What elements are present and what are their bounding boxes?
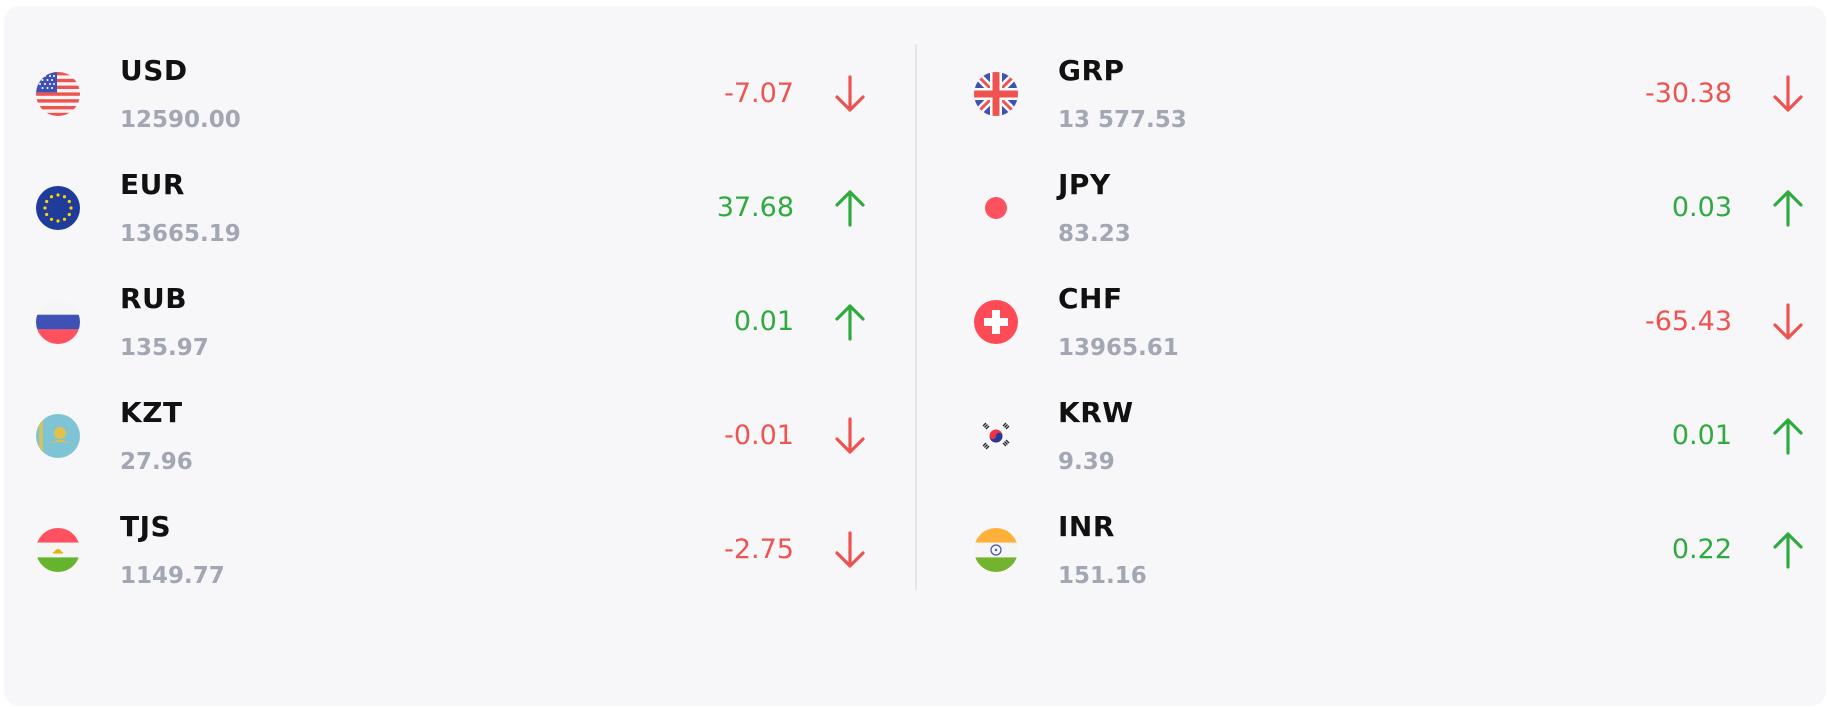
currency-row-grp[interactable]: GRP 13 577.53 -30.38 [968,34,1814,148]
currency-rate: 1149.77 [120,563,225,589]
rate-change: -7.07 [724,78,794,109]
currency-rates-card: USD 12590.00 -7.07 EUR 13665.19 37.68 RUB 135… [4,6,1826,706]
jp-flag-icon [974,186,1018,230]
currency-rate: 13965.61 [1058,335,1179,361]
ru-flag-icon [36,300,80,344]
currency-code: GRP [1058,54,1125,87]
kr-flag-icon [974,414,1018,458]
ch-flag-icon [974,300,1018,344]
currency-rate: 12590.00 [120,107,241,133]
rate-change: -30.38 [1644,78,1732,109]
arrow-down-icon [832,74,868,114]
kz-flag-icon [36,414,80,458]
currency-code: TJS [120,510,172,543]
currency-row-jpy[interactable]: JPY 83.23 0.03 [968,148,1814,262]
currency-row-usd[interactable]: USD 12590.00 -7.07 [30,34,876,148]
arrow-down-icon [832,530,868,570]
us-flag-icon [36,72,80,116]
currency-row-rub[interactable]: RUB 135.97 0.01 [30,262,876,376]
currency-code: KZT [120,396,183,429]
rate-change: 0.01 [1671,420,1732,451]
currency-row-chf[interactable]: CHF 13965.61 -65.43 [968,262,1814,376]
currency-code: USD [120,54,188,87]
currency-column-left: USD 12590.00 -7.07 EUR 13665.19 37.68 RUB 135… [30,34,876,604]
currency-rate: 83.23 [1058,221,1131,247]
in-flag-icon [974,528,1018,572]
rate-change: 0.03 [1671,192,1732,223]
currency-row-inr[interactable]: INR 151.16 0.22 [968,490,1814,604]
column-divider [915,44,917,590]
currency-rate: 9.39 [1058,449,1115,475]
currency-code: RUB [120,282,188,315]
rate-change: 0.01 [733,306,794,337]
rate-change: -0.01 [724,420,794,451]
arrow-up-icon [832,188,868,228]
rate-change: 0.22 [1671,534,1732,565]
currency-rate: 135.97 [120,335,209,361]
arrow-up-icon [1770,530,1806,570]
currency-rate: 27.96 [120,449,193,475]
arrow-down-icon [832,416,868,456]
currency-column-right: GRP 13 577.53 -30.38 JPY 83.23 0.03 CHF 13965… [968,34,1814,604]
currency-rate: 13 577.53 [1058,107,1187,133]
currency-code: CHF [1058,282,1123,315]
arrow-down-icon [1770,74,1806,114]
arrow-up-icon [832,302,868,342]
arrow-down-icon [1770,302,1806,342]
eu-flag-icon [36,186,80,230]
currency-row-tjs[interactable]: TJS 1149.77 -2.75 [30,490,876,604]
currency-row-kzt[interactable]: KZT 27.96 -0.01 [30,376,876,490]
arrow-up-icon [1770,188,1806,228]
currency-row-krw[interactable]: KRW 9.39 0.01 [968,376,1814,490]
arrow-up-icon [1770,416,1806,456]
currency-code: KRW [1058,396,1134,429]
rate-change: -2.75 [724,534,794,565]
rate-change: 37.68 [716,192,794,223]
rate-change: -65.43 [1644,306,1732,337]
currency-rate: 13665.19 [120,221,241,247]
tj-flag-icon [36,528,80,572]
currency-rate: 151.16 [1058,563,1147,589]
currency-code: INR [1058,510,1115,543]
currency-code: EUR [120,168,185,201]
currency-row-eur[interactable]: EUR 13665.19 37.68 [30,148,876,262]
currency-code: JPY [1058,168,1111,201]
gb-flag-icon [974,72,1018,116]
